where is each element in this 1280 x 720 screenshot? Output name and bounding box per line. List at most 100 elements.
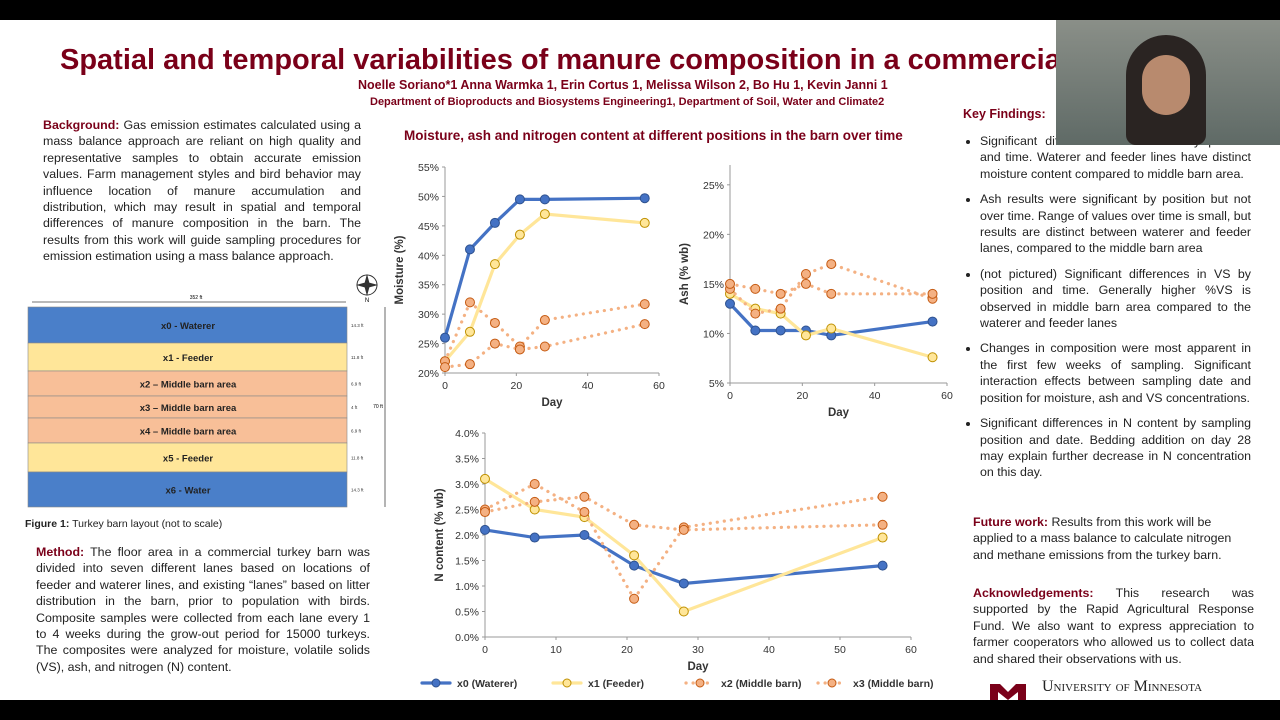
marker [639, 217, 650, 228]
label: Figure 1: [25, 518, 70, 530]
marker [775, 325, 786, 336]
marker [529, 496, 540, 507]
x-tick-label: 40 [582, 380, 594, 392]
heading: Future work: [973, 515, 1049, 529]
series-line [483, 528, 885, 586]
total-label: 70 ft [373, 404, 383, 410]
marker [927, 352, 938, 363]
marker [579, 530, 590, 540]
y-tick-label: 55% [418, 162, 439, 174]
y-tick-label: 5% [709, 378, 724, 390]
marker [529, 532, 540, 543]
series-line [443, 299, 647, 363]
marker [800, 278, 811, 289]
lane-dim: 14.3 ft [351, 323, 364, 328]
x-tick-label: 50 [834, 644, 846, 656]
marker [489, 338, 500, 349]
x-tick-label: 0 [482, 644, 488, 656]
marker [464, 359, 475, 370]
marker [464, 326, 475, 337]
marker [877, 519, 888, 530]
lane-label: x6 - Water [165, 486, 210, 497]
finding: (not pictured) Significant differences i… [980, 266, 1251, 332]
y-tick-label: 0.0% [455, 632, 479, 644]
marker [725, 278, 735, 289]
legend-label: x0 (Waterer) [457, 678, 517, 690]
y-tick-label: 2.5% [455, 505, 479, 517]
heading: Method: [36, 545, 85, 559]
lane-dim: 4 ft [351, 405, 358, 410]
lane-dim: 6.9 ft [351, 382, 362, 387]
text: The floor area in a commercial turkey ba… [36, 545, 371, 674]
webcam [1056, 20, 1280, 145]
marker [927, 288, 938, 299]
method: Method: The floor area in a commercial t… [36, 544, 370, 675]
y-tick-label: 3.5% [455, 454, 479, 466]
text: Gas emission estimates calculated using … [43, 118, 361, 264]
lane-dim: 6.9 ft [351, 429, 362, 434]
lane-dim: 11.8 ft [351, 456, 364, 461]
marker [489, 217, 500, 228]
lane [27, 370, 348, 397]
lane-label: x3 – Middle barn area [140, 403, 237, 414]
key-findings-heading: Key Findings: [963, 107, 1046, 121]
y-tick-label: 25% [703, 180, 724, 192]
series-line [728, 262, 935, 316]
y-tick-label: 20% [418, 368, 439, 380]
marker [750, 308, 761, 319]
marker [464, 297, 475, 308]
lane-label: x5 - Feeder [163, 454, 213, 465]
lane-label: x1 - Feeder [163, 353, 213, 364]
text: Turkey barn layout (not to scale) [72, 518, 223, 530]
finding: Changes in composition were most apparen… [980, 340, 1251, 406]
y-axis-label: Moisture (%) [394, 235, 406, 304]
marker [639, 319, 650, 330]
marker [877, 532, 888, 543]
series-line [483, 495, 885, 532]
y-tick-label: 10% [703, 328, 724, 340]
lane-label: x4 – Middle barn area [140, 427, 237, 438]
x-tick-label: 60 [905, 644, 917, 656]
lane [27, 442, 348, 473]
marker [579, 507, 590, 518]
marker [629, 550, 640, 561]
lane-dim: 11.8 ft [351, 355, 364, 360]
marker [464, 244, 475, 255]
lane [27, 342, 348, 372]
marker [775, 288, 786, 299]
marker [800, 330, 811, 341]
series-line [483, 482, 885, 602]
marker [639, 299, 650, 310]
marker [826, 323, 837, 334]
legend-marker [562, 678, 572, 688]
marker [775, 303, 786, 314]
marker [514, 344, 525, 355]
heading: Acknowledgements: [973, 586, 1094, 600]
legend-label: x3 (Middle barn) [853, 678, 934, 690]
x-tick-label: 40 [869, 390, 881, 402]
x-axis-label: Day [828, 407, 850, 419]
marker [529, 479, 540, 489]
y-tick-label: 45% [418, 221, 439, 233]
marker [750, 325, 761, 336]
finding: Ash results were significant by position… [980, 191, 1251, 257]
lane-label: x2 – Middle barn area [140, 380, 237, 391]
y-tick-label: 1.0% [455, 581, 479, 593]
legend-label: x1 (Feeder) [588, 678, 644, 690]
authors: Noelle Soriano*1 Anna Warmka 1, Erin Cor… [358, 78, 888, 92]
x-axis-label: Day [687, 661, 709, 673]
series-line [443, 212, 647, 363]
charts: 20% 25% 30% 35% 40% 45% 50% 55% 0 20 40 60 Day Moistu… [394, 162, 953, 690]
marker [877, 560, 888, 571]
x-tick-label: 30 [692, 644, 704, 656]
x-tick-label: 40 [763, 644, 775, 656]
marker [489, 317, 500, 328]
x-tick-label: 20 [796, 390, 808, 402]
lane [27, 471, 348, 508]
marker [480, 524, 490, 535]
legend-marker [431, 678, 441, 688]
face [1142, 55, 1190, 115]
key-findings: Significant differences in moisture by p… [963, 133, 1251, 490]
text: This research was supported by the Rapid… [973, 586, 1254, 666]
